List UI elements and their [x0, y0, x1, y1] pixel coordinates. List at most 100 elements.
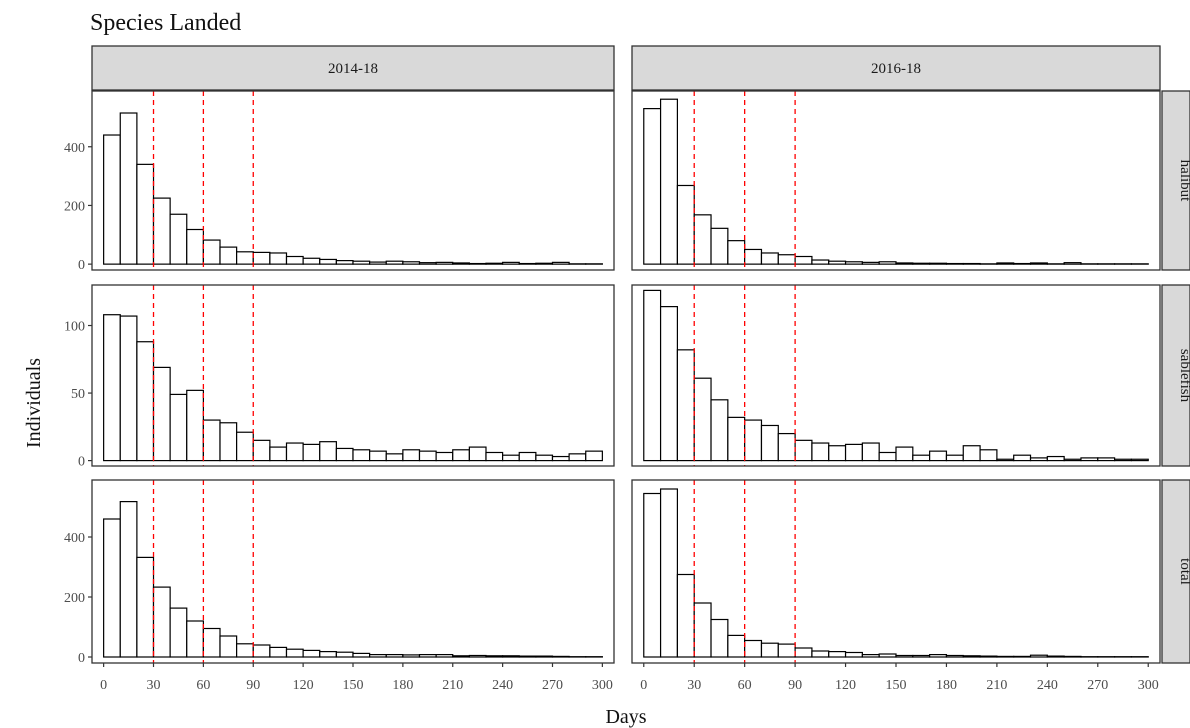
histogram-bar — [777, 432, 796, 462]
x-tick-label: 0 — [640, 678, 647, 693]
histogram-bar — [828, 650, 847, 658]
histogram-bar — [468, 654, 487, 658]
histogram-bar — [186, 620, 204, 658]
y-tick-label: 200 — [64, 591, 85, 606]
histogram-bar — [878, 261, 897, 265]
histogram-bar — [979, 655, 998, 658]
histogram-bar — [402, 654, 421, 658]
histogram-bar — [452, 449, 470, 462]
histogram-bar — [744, 248, 763, 265]
histogram-bar — [252, 251, 271, 265]
histogram-bar — [659, 488, 679, 658]
histogram-bar — [912, 262, 931, 265]
histogram-bar — [551, 455, 570, 462]
histogram-bar — [385, 653, 404, 658]
y-tick-label: 100 — [64, 320, 85, 335]
histogram-bar — [269, 252, 288, 265]
histogram-bar — [744, 639, 763, 658]
histogram-bar — [435, 261, 454, 265]
histogram-bar — [828, 445, 847, 462]
histogram-bar — [435, 653, 454, 658]
histogram-bar — [435, 451, 454, 462]
y-tick-label: 0 — [78, 651, 85, 666]
histogram-bar — [202, 419, 221, 462]
histogram-bar — [402, 261, 421, 265]
histogram-bar — [760, 424, 779, 462]
histogram-bar — [1013, 262, 1032, 265]
x-tick-label: 0 — [100, 678, 107, 693]
x-tick-label: 90 — [788, 678, 802, 693]
histogram-bar — [468, 262, 487, 265]
histogram-bar — [152, 586, 171, 658]
histogram-bar — [202, 627, 221, 658]
x-tick-label: 210 — [442, 678, 463, 693]
histogram-bar — [518, 451, 537, 462]
x-tick-label: 60 — [738, 678, 752, 693]
panel-2014-18-total — [91, 479, 615, 664]
histogram-bar — [236, 643, 254, 658]
histogram-bar — [335, 260, 354, 265]
histogram-bar — [727, 240, 746, 265]
histogram-bar — [568, 453, 587, 462]
histogram-bar — [369, 261, 387, 265]
histogram-bar — [369, 653, 387, 658]
x-axis-title: Days — [605, 706, 646, 728]
histogram-bar — [103, 134, 121, 265]
histogram-bar — [285, 442, 304, 462]
histogram-bar — [945, 454, 964, 462]
row-strip-label: halibut — [1177, 160, 1190, 202]
panel-border — [631, 284, 1161, 467]
histogram-bar — [136, 556, 155, 658]
histogram-bar — [979, 449, 998, 462]
histogram-bar — [152, 366, 171, 462]
histogram-bar — [502, 454, 520, 462]
histogram-bar — [878, 451, 897, 462]
histogram-bar — [518, 655, 537, 658]
histogram-bar — [1046, 655, 1065, 658]
histogram-bar — [996, 262, 1015, 265]
histogram-bar — [202, 239, 221, 265]
histogram-bar — [136, 341, 155, 462]
histogram-bar — [996, 655, 1015, 658]
histogram-bar — [502, 655, 520, 658]
histogram-bar — [352, 260, 371, 265]
histogram-bar — [402, 449, 421, 462]
histogram-bar — [335, 447, 354, 462]
histogram-bar — [962, 655, 981, 658]
histogram-bar — [119, 501, 138, 658]
row-strip-sablefish — [1161, 284, 1190, 467]
x-tick-label: 180 — [392, 678, 413, 693]
column-strip-label: 2016-18 — [871, 61, 921, 77]
histogram-bar — [136, 163, 155, 265]
histogram-bar — [1080, 457, 1099, 462]
histogram-bar — [844, 651, 863, 658]
histogram-bar — [152, 197, 171, 265]
histogram-bar — [1029, 654, 1048, 658]
histogram-bar — [319, 441, 337, 462]
panel-border — [91, 90, 615, 271]
histogram-bar — [269, 446, 288, 462]
histogram-bar — [912, 454, 931, 462]
histogram-bar — [794, 255, 813, 265]
row-strip-halibut — [1161, 90, 1190, 271]
histogram-bar — [335, 651, 354, 658]
column-strip-label: 2014-18 — [328, 61, 378, 77]
histogram-bar — [1013, 655, 1032, 658]
histogram-bar — [844, 261, 863, 265]
histogram-bar — [119, 315, 138, 462]
histogram-bar — [551, 655, 570, 658]
x-tick-label: 210 — [986, 678, 1007, 693]
histogram-bar — [676, 349, 695, 462]
histogram-bar — [468, 446, 487, 462]
histogram-bar — [302, 257, 321, 265]
x-tick-label: 150 — [343, 678, 364, 693]
histogram-bar — [1013, 454, 1032, 462]
histogram-bar — [485, 262, 504, 265]
histogram-bar — [535, 262, 554, 265]
panel-2016-18-sablefish — [631, 284, 1161, 467]
histogram-bar — [929, 653, 948, 658]
histogram-bar — [945, 262, 964, 265]
histogram-bar — [1063, 262, 1082, 265]
histogram-bar — [535, 454, 554, 462]
x-tick-label: 120 — [293, 678, 314, 693]
